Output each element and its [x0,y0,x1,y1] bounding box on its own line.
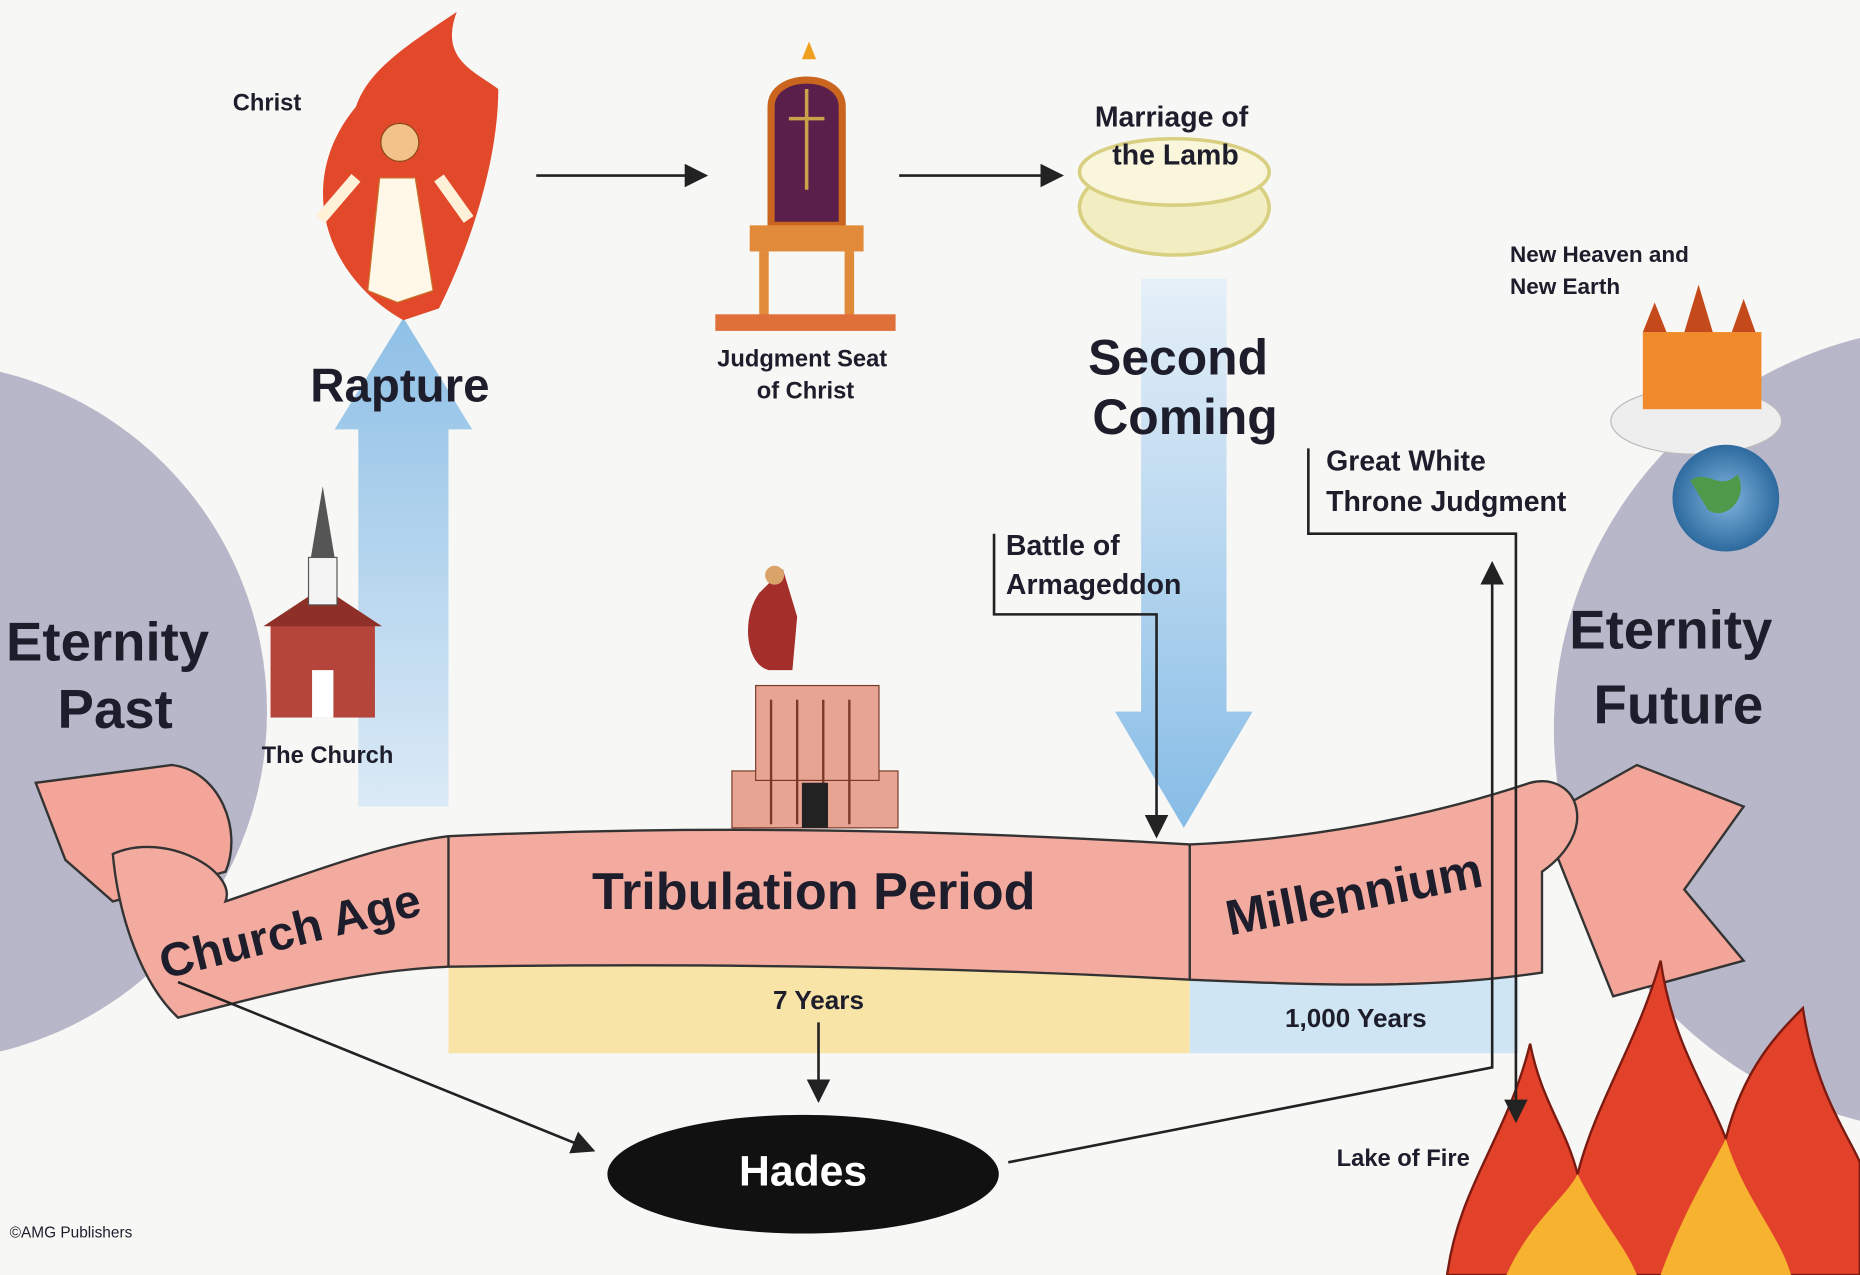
label-line: Judgment Seat [717,347,887,373]
label-line: the Lamb [1112,139,1238,171]
label-line: Coming [1092,389,1277,445]
label-line: Past [58,679,173,740]
label-line: Great White [1326,445,1486,477]
page: Christ Rapture The Church Judgment Seat … [0,0,1860,1275]
label-line: New Earth [1510,274,1620,299]
label-line: Second [1088,330,1268,386]
label-line: Armageddon [1006,568,1181,600]
church-label: The Church [262,743,394,769]
rapture-label: Rapture [310,360,489,413]
christ-label: Christ [233,91,302,117]
label-line: Future [1594,675,1764,736]
lake-of-fire-label: Lake of Fire [1337,1146,1470,1172]
diagram: Christ Rapture The Church Judgment Seat … [0,0,1860,1275]
label-line: Marriage of [1095,101,1249,133]
label-line: of Christ [757,379,855,405]
tribulation-label: Tribulation Period [592,863,1036,921]
duration-label: 1,000 Years [1285,1003,1427,1033]
hades-label: Hades [739,1147,867,1195]
copyright: ©AMG Publishers [10,1225,133,1242]
label-line: Throne Judgment [1326,485,1567,517]
duration-label: 7 Years [773,985,864,1015]
label-line: Eternity [1569,600,1773,661]
label-line: New Heaven and [1510,242,1689,267]
label-line: Eternity [6,612,210,673]
label-line: Battle of [1006,529,1120,561]
